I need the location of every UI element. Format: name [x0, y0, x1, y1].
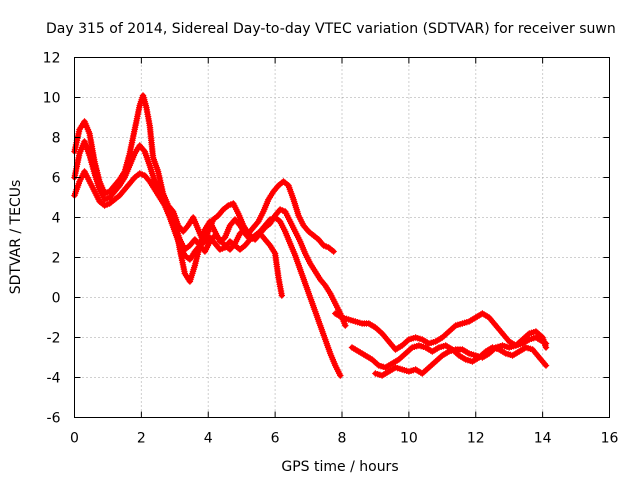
x-axis-title: GPS time / hours	[281, 459, 398, 475]
series-markers	[71, 168, 344, 379]
y-tick-label: 12	[43, 51, 61, 67]
series-group	[71, 92, 550, 379]
y-tick-label: -4	[47, 371, 61, 387]
y-tick-label: 6	[52, 171, 61, 187]
series-markers	[372, 328, 550, 379]
y-tick-label: 0	[52, 291, 61, 307]
x-tick-label: 6	[271, 431, 280, 447]
series-4	[171, 216, 285, 299]
y-axis-title: SDTVAR / TECUs	[8, 180, 24, 295]
y-tick-label: 2	[52, 251, 61, 267]
series-markers	[171, 216, 285, 299]
x-tick-label: 8	[338, 431, 347, 447]
chart-title: Day 315 of 2014, Sidereal Day-to-day VTE…	[46, 21, 616, 37]
x-tick-label: 4	[204, 431, 213, 447]
x-tick-label: 0	[70, 431, 79, 447]
y-tick-label: -2	[47, 331, 61, 347]
y-tick-label: 4	[52, 211, 61, 227]
x-tick-label: 16	[601, 431, 619, 447]
axis-ticks	[74, 57, 610, 418]
y-tick-label: 10	[43, 91, 61, 107]
series-7	[372, 328, 550, 379]
series-markers	[348, 342, 550, 371]
series-markers	[332, 310, 550, 353]
series-6	[348, 342, 550, 371]
axis-tick-labels: 0 2 4 6 8 10 12 14 16 -6 -4 -2 0 2 4 6 8 10 12	[43, 51, 619, 447]
x-tick-label: 12	[467, 431, 485, 447]
grid	[74, 57, 610, 418]
y-tick-label: 8	[52, 131, 61, 147]
x-tick-label: 10	[400, 431, 418, 447]
x-tick-label: 2	[137, 431, 146, 447]
x-tick-label: 14	[534, 431, 552, 447]
series-3	[71, 168, 344, 379]
y-tick-label: -6	[47, 411, 61, 427]
